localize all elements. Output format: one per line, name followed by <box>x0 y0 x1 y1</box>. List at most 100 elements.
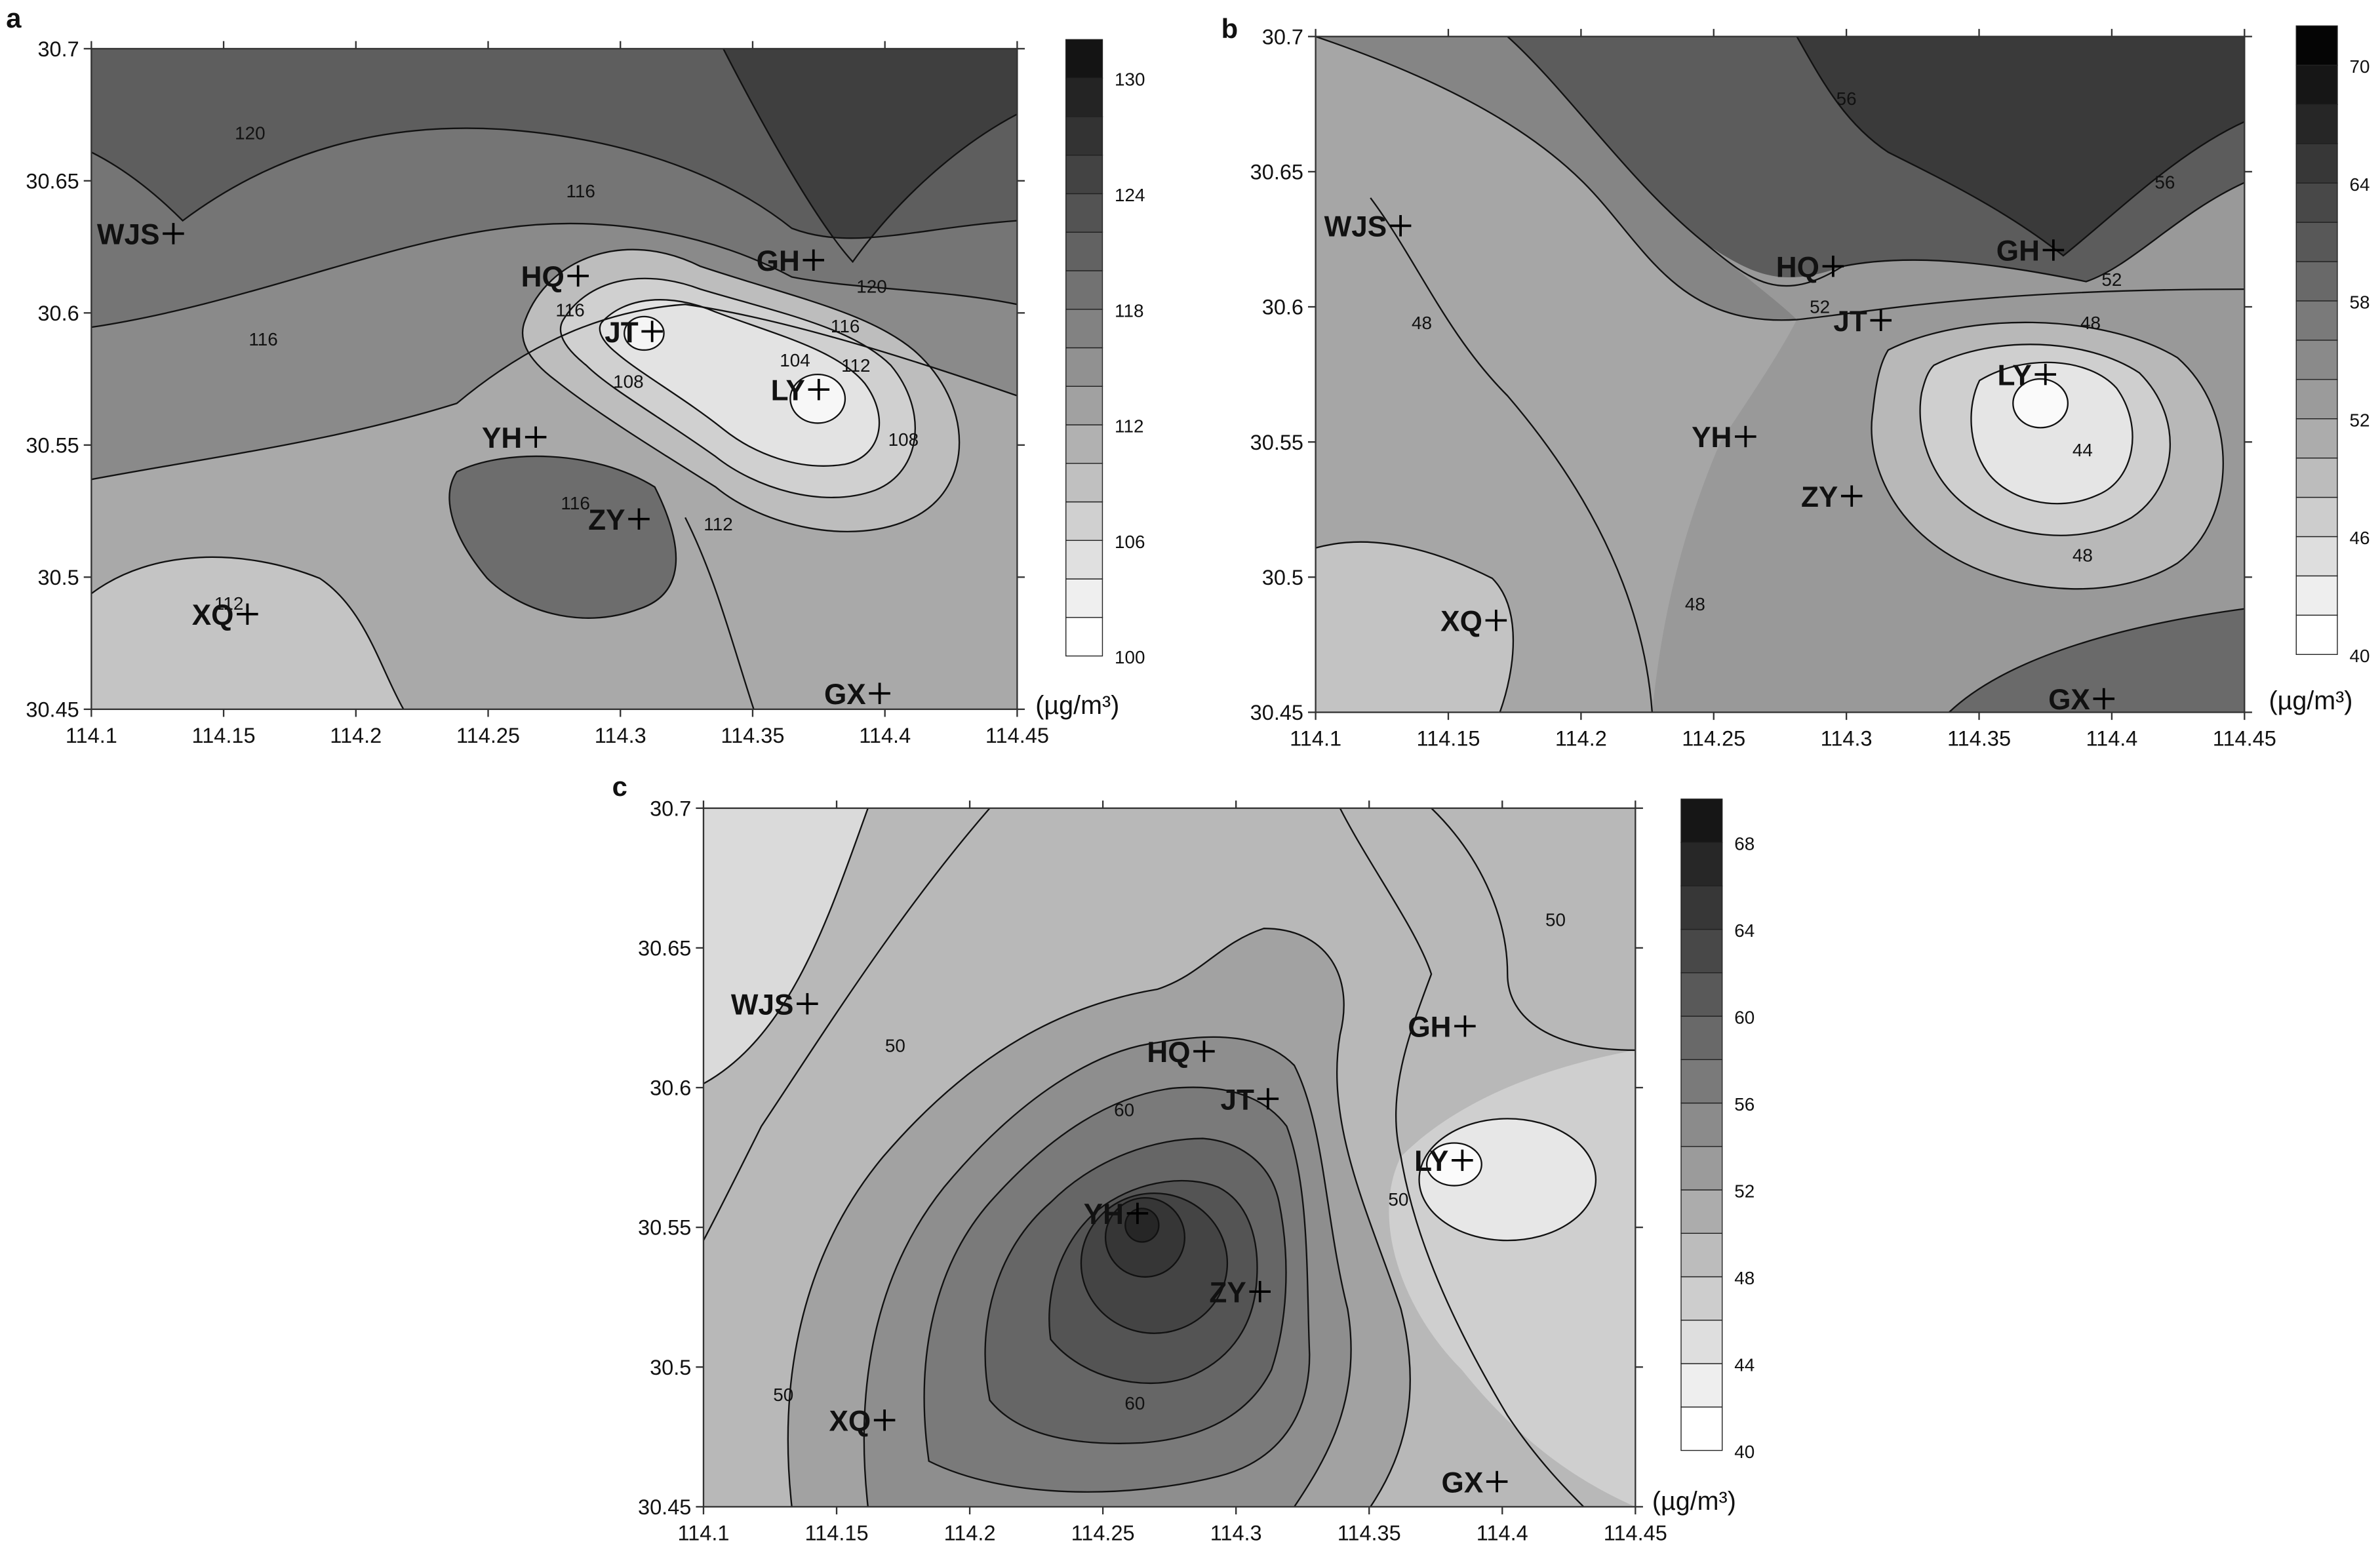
site-label: XQ <box>1440 606 1482 638</box>
y-tick-label: 30.5 <box>650 1356 691 1379</box>
colorbar-swatch <box>1065 77 1103 117</box>
colorbar-swatch <box>2295 222 2338 262</box>
contour-label: 116 <box>561 493 589 513</box>
x-tick-label: 114.15 <box>1416 727 1480 751</box>
contour-label: 52 <box>1810 296 1830 317</box>
x-tick-label: 114.25 <box>1071 1521 1135 1545</box>
panel-a-sites: WJS HQ GH JT LY YH ZY XQ GX <box>97 219 890 711</box>
site-label: WJS <box>731 989 794 1021</box>
x-tick-label: 114.35 <box>721 724 784 747</box>
contour-label: 104 <box>780 350 810 370</box>
colorbar-label: 130 <box>1115 69 1145 90</box>
x-tick-label: 114.45 <box>985 724 1049 747</box>
panel-a-unit-label: (µg/m³) <box>1035 691 1119 720</box>
panel-b-band-west-light <box>1315 36 1797 713</box>
site-label: HQ <box>1147 1036 1190 1069</box>
site-label: ZY <box>588 504 625 536</box>
x-tick-label: 114.3 <box>595 724 646 747</box>
contour-label: 112 <box>841 355 870 376</box>
site-label: XQ <box>192 599 234 631</box>
colorbar-swatch <box>1680 1276 1723 1321</box>
panel-b-unit-label: (µg/m³) <box>2269 686 2352 715</box>
colorbar-swatch <box>2295 536 2338 577</box>
site-label: ZY <box>1801 481 1838 513</box>
contour-label: 48 <box>2073 545 2093 566</box>
colorbar-swatch <box>1065 424 1103 464</box>
colorbar-swatch <box>1065 309 1103 349</box>
y-tick-label: 30.55 <box>26 433 79 457</box>
y-tick-label: 30.65 <box>26 169 79 193</box>
colorbar-swatch <box>2295 457 2338 498</box>
colorbar-swatch <box>1680 842 1723 887</box>
site-label: ZY <box>1209 1276 1246 1309</box>
site-label: LY <box>771 374 805 406</box>
panel-a-band-mid-north <box>91 128 1018 328</box>
contour-label: 108 <box>888 429 919 450</box>
colorbar-swatch <box>1680 1059 1723 1104</box>
x-tick-label: 114.15 <box>805 1521 869 1545</box>
contour-label: 120 <box>235 123 265 144</box>
panel-b-plot-area <box>1315 35 2246 713</box>
y-tick-label: 30.5 <box>1262 566 1303 589</box>
colorbar-swatch <box>1680 1146 1723 1191</box>
contour-label: 52 <box>2101 269 2122 290</box>
panel-a-band-xq-light <box>91 557 404 709</box>
panel-a-y-axis: 30.45 30.5 30.55 30.6 30.65 30.7 <box>26 37 1025 721</box>
site-label: HQ <box>1776 251 1819 283</box>
site-label: YH <box>482 422 522 454</box>
colorbar-label: 44 <box>1734 1355 1755 1375</box>
panel-b-colorbar: 40 46 52 58 64 70 <box>2295 25 2370 666</box>
panel-b-contour-labels: 56 56 52 52 48 48 44 48 48 <box>1412 89 2175 614</box>
contour-label: 56 <box>2154 172 2175 193</box>
contour-label: 48 <box>1685 594 1705 614</box>
site-label: GH <box>1408 1012 1451 1044</box>
colorbar-swatch <box>1065 578 1103 618</box>
panel-a-frame <box>90 48 1018 711</box>
contour-label: 50 <box>773 1385 793 1405</box>
x-tick-label: 114.1 <box>678 1521 730 1545</box>
colorbar-swatch <box>1065 540 1103 580</box>
panel-b-y-axis: 30.45 30.5 30.55 30.6 30.65 30.7 <box>1250 25 2252 724</box>
contour-label: 116 <box>566 181 595 201</box>
site-label: GX <box>1441 1467 1483 1499</box>
colorbar-swatch <box>1065 347 1103 387</box>
panel-a-colorbar: 100 106 112 118 124 130 <box>1065 39 1145 667</box>
colorbar-label: 40 <box>2350 646 2370 666</box>
colorbar-label: 100 <box>1115 647 1145 667</box>
site-label: JT <box>605 317 639 349</box>
colorbar-swatch <box>1065 385 1103 425</box>
x-tick-label: 114.3 <box>1821 727 1873 751</box>
panel-c-contour-lines <box>702 807 1636 1508</box>
x-tick-label: 114.2 <box>944 1521 996 1545</box>
colorbar-label: 48 <box>1734 1268 1755 1288</box>
colorbar-label: 56 <box>1734 1094 1755 1114</box>
colorbar-swatch <box>2295 614 2338 655</box>
x-tick-label: 114.35 <box>1947 727 2011 751</box>
contour-label: 120 <box>856 276 886 296</box>
panel-c-unit-label: (µg/m³) <box>1652 1487 1736 1516</box>
colorbar-swatch <box>1680 1102 1723 1147</box>
x-tick-label: 114.2 <box>330 724 382 747</box>
colorbar-swatch <box>2295 182 2338 223</box>
panel-b-band-ly-3 <box>1971 362 2133 504</box>
site-label: JT <box>1833 305 1867 338</box>
colorbar-swatch <box>1680 1189 1723 1234</box>
colorbar-swatch <box>2295 379 2338 420</box>
site-label: WJS <box>1324 211 1387 243</box>
colorbar-swatch <box>1065 463 1103 503</box>
panel-a-x-axis: 114.1 114.15 114.2 114.25 114.3 114.35 114.4 11… <box>66 41 1049 747</box>
x-tick-label: 114.45 <box>2213 727 2276 751</box>
x-tick-label: 114.25 <box>456 724 520 747</box>
site-label: JT <box>1221 1084 1255 1116</box>
panel-b-band-darkest <box>1796 36 2245 256</box>
colorbar-label: 40 <box>1734 1442 1755 1462</box>
panel-a-contour-lines <box>90 48 1018 710</box>
panel-c-y-axis: 30.45 30.5 30.55 30.6 30.65 30.7 <box>638 797 1643 1519</box>
colorbar-swatch <box>1065 116 1103 156</box>
panel-c-plot-area <box>702 807 1636 1508</box>
panel-b-x-axis: 114.1 114.15 114.2 114.25 114.3 114.35 114.4 11… <box>1290 29 2276 751</box>
contour-label: 112 <box>704 514 732 534</box>
colorbar-swatch <box>2295 496 2338 538</box>
site-label: LY <box>1414 1145 1448 1177</box>
